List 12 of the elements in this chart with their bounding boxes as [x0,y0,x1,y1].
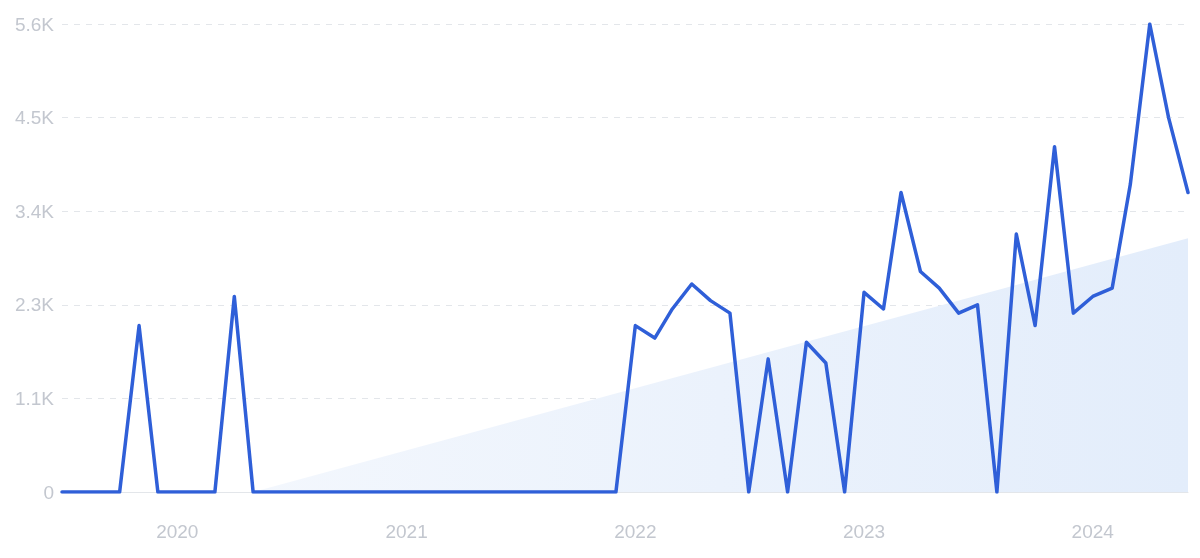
x-tick-label: 2020 [156,521,199,542]
x-tick-label: 2023 [842,521,886,542]
y-tick-label: 4.5K [14,107,55,129]
y-tick-label: 2.3K [14,294,55,316]
x-tick-label: 2021 [385,521,428,542]
y-tick-label: 3.4K [14,200,55,222]
y-tick-label: 5.6K [14,13,55,35]
y-tick-label: 1.1K [14,387,55,409]
line-series [60,22,1190,494]
x-tick-label: 2022 [614,521,657,542]
x-tick-label: 2024 [1071,521,1115,542]
y-tick-label: 0 [43,481,54,503]
